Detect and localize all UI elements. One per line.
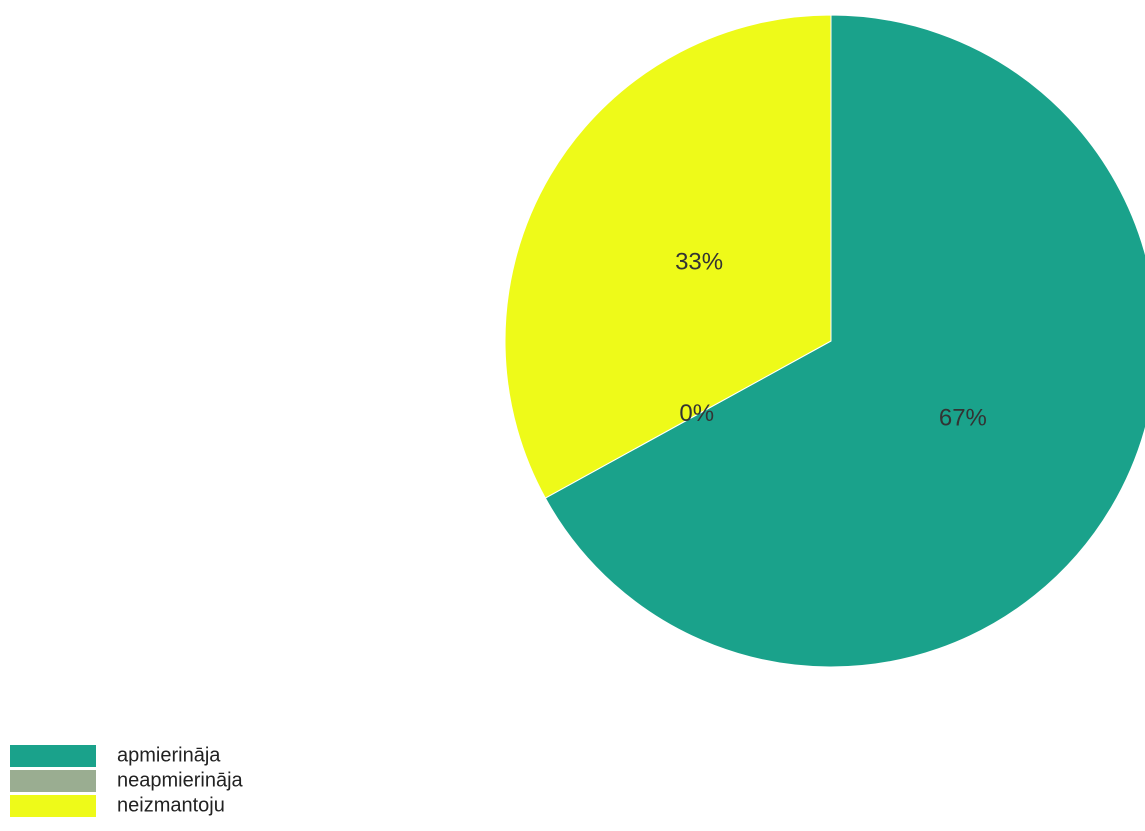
legend-swatch-neizmantoju [10,795,96,817]
legend-swatch-apmierin-ja [10,745,96,767]
legend-label-apmierin-ja: apmierināja [117,744,221,766]
legend-label-neizmantoju: neizmantoju [117,794,225,816]
pie-slice-labels: 67% 0% 33% [675,248,987,431]
pie-slices [504,14,1145,668]
slice-label-neizmantoju: 33% [675,248,723,275]
slice-label-neapmierin-ja: 0% [679,400,714,427]
legend-swatch-neapmierin-ja [10,770,96,792]
legend-label-neapmierin-ja: neapmierināja [117,769,244,791]
pie-slice-apmierin-ja [544,14,1145,668]
pie-slice-neizmantoju [504,14,832,499]
slice-label-apmierin-ja: 67% [939,404,987,431]
chart-legend: apmierināja neapmierināja neizmantoju [10,744,244,817]
